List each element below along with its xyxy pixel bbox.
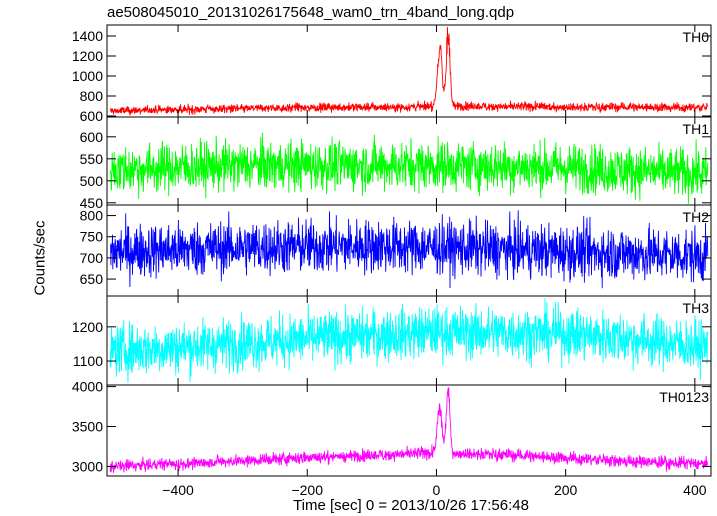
x-tick-label: 0: [433, 482, 441, 498]
x-tick-label: −200: [291, 482, 323, 498]
series-th0123: [109, 387, 708, 473]
y-tick-label: 600: [80, 108, 104, 124]
y-tick-label: 800: [80, 88, 104, 104]
y-tick-label: 450: [80, 195, 104, 211]
y-tick-label: 800: [80, 208, 104, 224]
y-tick-label: 600: [80, 129, 104, 145]
panel-label-th3: TH3: [683, 300, 710, 316]
series-th2: [109, 210, 709, 289]
y-tick-label: 500: [80, 173, 104, 189]
panel-label-th0123: TH0123: [659, 389, 709, 405]
y-tick-label: 1200: [72, 48, 103, 64]
x-tick-label: −400: [162, 482, 194, 498]
x-tick-label: 200: [554, 482, 578, 498]
x-axis-label: Time [sec] 0 = 2013/10/26 17:56:48: [293, 497, 529, 514]
series-th1: [109, 132, 709, 204]
y-tick-label: 1400: [72, 28, 103, 44]
series-th0: [110, 26, 708, 116]
y-tick-label: 4000: [72, 379, 103, 395]
y-tick-label: 3500: [72, 419, 103, 435]
panel-label-th1: TH1: [683, 121, 710, 137]
y-tick-label: 550: [80, 151, 104, 167]
panel-frame-th0: [106, 24, 712, 118]
y-tick-label: 1200: [72, 319, 103, 335]
panel-label-th2: TH2: [683, 209, 710, 225]
y-tick-label: 1000: [72, 68, 103, 84]
chart-title: ae508045010_20131026175648_wam0_trn_4ban…: [107, 4, 515, 21]
panel-frame-th0123: [106, 384, 712, 477]
y-tick-label: 650: [80, 271, 104, 287]
series-th3: [109, 298, 709, 383]
y-tick-label: 700: [80, 250, 104, 266]
panel-label-th0: TH0: [683, 29, 710, 45]
y-tick-label: 1100: [73, 353, 103, 369]
y-tick-label: 3000: [72, 458, 103, 474]
x-tick-label: 400: [683, 482, 707, 498]
y-tick-label: 750: [80, 229, 104, 245]
